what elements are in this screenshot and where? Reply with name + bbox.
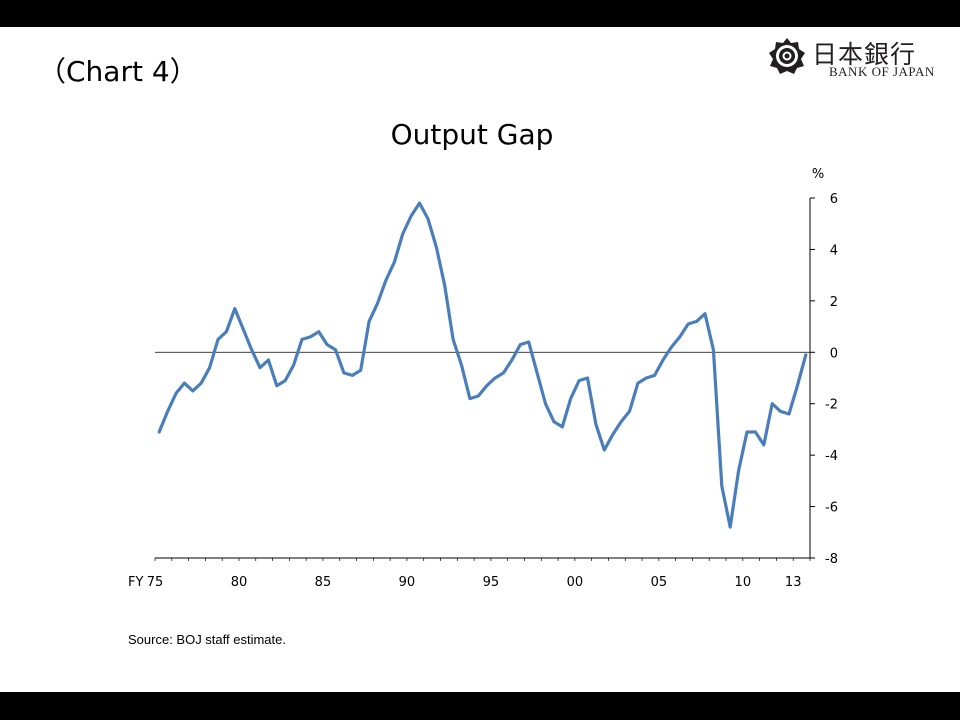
y-tick-label: 2 [830, 295, 838, 310]
output-gap-series-line [157, 201, 808, 529]
y-tick-label: -6 [825, 501, 838, 516]
x-tick-label: 05 [651, 575, 668, 590]
output-gap-chart: Output Gap % FY 6 4 2 0 -2 -4 -6 -8 75 80 85 90 95 0… [128, 118, 838, 590]
y-tick-label: -4 [825, 449, 838, 464]
bank-seal-icon [769, 38, 805, 74]
logo-english-text: BANK OF JAPAN [829, 64, 935, 79]
y-axis-unit-label: % [812, 167, 824, 182]
bank-of-japan-logo: 日本銀行 BANK OF JAPAN [768, 37, 958, 79]
slide: （Chart 4） 日本銀行 BANK OF JAPAN Output Gap … [0, 27, 960, 692]
y-tick-label: -2 [825, 398, 838, 413]
x-tick-label: 13 [785, 575, 802, 590]
logo-kanji-text: 日本銀行 [812, 40, 917, 69]
x-tick-label: 85 [315, 575, 332, 590]
x-tick-label: 00 [567, 575, 584, 590]
source-note: Source: BOJ staff estimate. [128, 632, 286, 647]
x-tick-label: 90 [399, 575, 416, 590]
x-axis-ticks: 75 80 85 90 95 00 05 10 13 [147, 558, 811, 590]
x-tick-label: 10 [735, 575, 752, 590]
y-tick-label: 4 [830, 243, 838, 258]
y-tick-label: 0 [830, 346, 838, 361]
x-tick-label: 75 [147, 575, 164, 590]
x-axis-prefix-label: FY [128, 575, 143, 590]
chart-number-label: （Chart 4） [38, 55, 198, 88]
chart-title: Output Gap [391, 118, 554, 151]
x-tick-label: 95 [483, 575, 500, 590]
x-tick-label: 80 [231, 575, 248, 590]
y-tick-label: -8 [825, 552, 838, 567]
y-tick-label: 6 [830, 192, 838, 207]
y-axis-ticks: 6 4 2 0 -2 -4 -6 -8 [810, 192, 838, 567]
